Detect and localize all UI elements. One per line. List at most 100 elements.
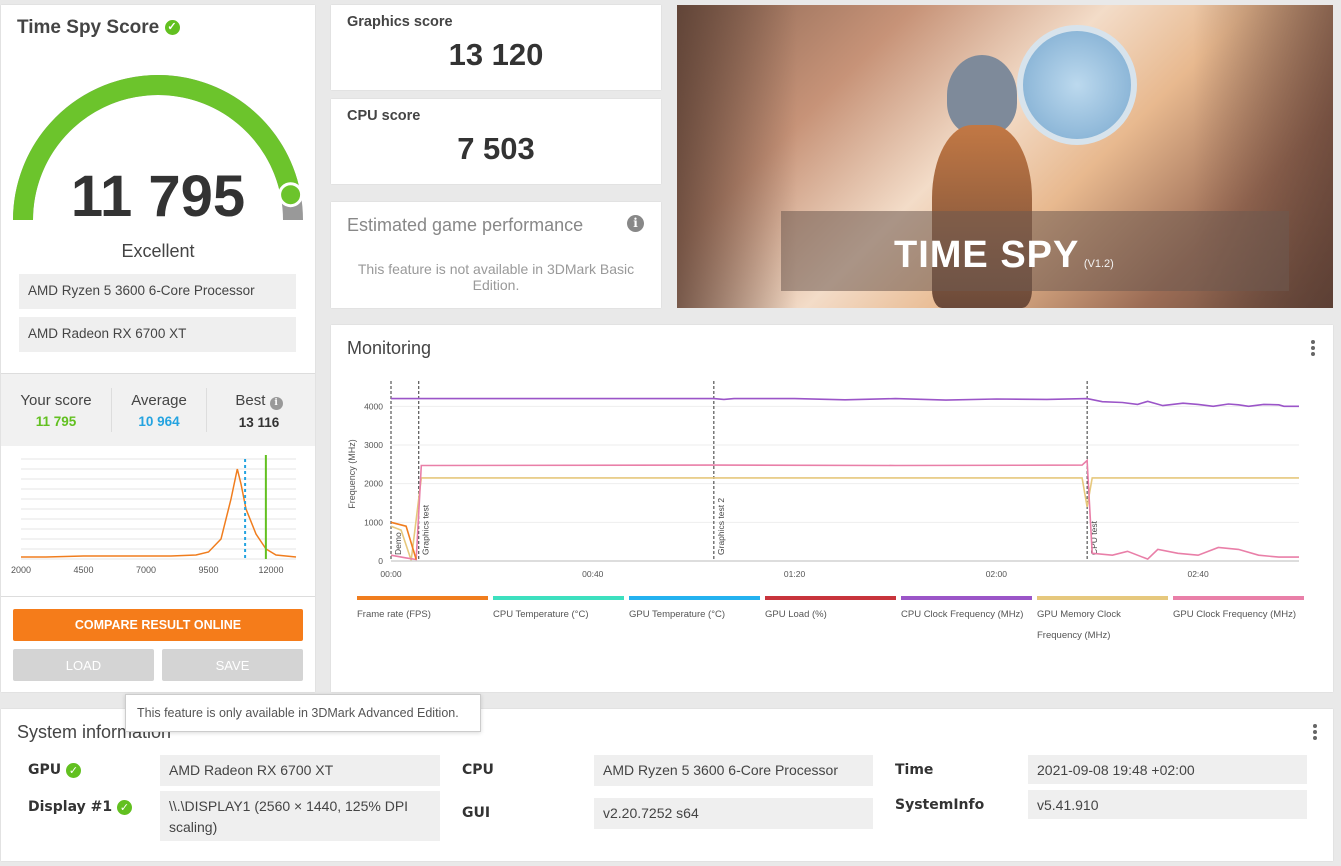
test-marker-label: Graphics test [421,504,431,555]
cpu-score-value: 7 503 [457,131,535,166]
x-tick-label: 2000 [11,565,31,575]
your-score-value: 11 795 [35,414,77,429]
x-tick-label: 02:40 [1187,569,1209,579]
cpu-score-label: CPU score [347,108,421,124]
legend-color-swatch [493,596,624,600]
banner-title-strip [781,211,1289,291]
score-title-text: Time Spy Score [17,17,160,38]
gauge-knob [278,182,304,208]
legend-item[interactable]: CPU Temperature (°C) [493,596,624,625]
legend-label: Frame rate (FPS) [357,609,431,620]
cpu-label: CPU [462,762,494,778]
cpu-score-card: CPU score 7 503 [331,99,661,184]
graphics-score-value: 13 120 [448,37,544,72]
x-tick-label: 4500 [73,565,93,575]
score-gauge [13,75,304,221]
graphics-score-label: Graphics score [347,14,453,30]
cpu-value: AMD Ryzen 5 3600 6-Core Processor [594,755,873,786]
legend-color-swatch [1037,596,1168,600]
more-options-icon[interactable] [1313,724,1317,740]
test-marker-label: CPU test [1089,520,1099,555]
frame-rate-series [390,521,417,560]
gui-value: v2.20.7252 s64 [594,798,873,829]
systeminfo-label: SystemInfo [895,797,985,813]
gauge-fill [13,75,301,221]
distribution-curve [21,468,297,558]
legend-color-swatch [629,596,760,600]
best-score-value: 13 116 [238,415,280,430]
cpu-name-box: AMD Ryzen 5 3600 6-Core Processor [19,274,296,309]
check-icon: ✓ [66,762,81,778]
display-value: \\.\DISPLAY1 (2560 × 1440, 125% DPI scal… [160,791,440,841]
graphics-score-card: Graphics score 13 120 [331,5,661,90]
gui-label: GUI [462,805,491,821]
gpu-value: AMD Radeon RX 6700 XT [160,755,440,786]
time-spy-banner: TIME SPY (V1.2) [677,5,1333,308]
legend-item[interactable]: GPU Temperature (°C) [629,596,760,625]
y-tick-label: 3000 [364,440,383,450]
x-tick-label: 01:20 [784,569,806,579]
banner-title: TIME SPY [894,234,1080,276]
x-tick-label: 7000 [136,565,156,575]
average-score-label: Average [131,392,187,409]
legend-label: GPU Clock Frequency (MHz) [1173,609,1296,620]
legend-label: GPU Temperature (°C) [629,609,726,620]
gpu-name-box: AMD Radeon RX 6700 XT [19,317,296,352]
score-title: Time Spy Score ✓ [17,17,180,39]
monitoring-title: Monitoring [347,338,432,358]
legend-item[interactable]: GPU Clock Frequency (MHz) [1173,596,1304,625]
score-comparison: Your score 11 795 Average 10 964 Best i … [1,373,315,446]
x-tick-label: 00:00 [380,569,402,579]
info-icon[interactable]: i [627,215,644,232]
average-score-value: 10 964 [138,414,180,429]
load-button[interactable]: LOAD [13,649,154,681]
legend-color-swatch [901,596,1032,600]
score-panel: Time Spy Score ✓ 11 795 Excellent AMD Ry… [1,5,315,692]
x-tick-label: 02:00 [986,569,1008,579]
your-score-label: Your score [20,392,92,409]
legend-color-swatch [1173,596,1304,600]
gpu-memory-clock-series [390,477,1299,561]
y-tick-label: 1000 [364,517,383,527]
advanced-edition-tooltip: This feature is only available in 3DMark… [125,694,481,732]
score-value: 11 795 [70,164,246,229]
legend-item[interactable]: GPU Memory Clock Frequency (MHz) [1037,596,1168,646]
score-distribution-chart: 2000 4500 7000 9500 12000 [11,455,297,575]
time-value: 2021-09-08 19:48 +02:00 [1028,755,1307,784]
estimated-title: Estimated game performance [347,215,584,235]
system-information-card: System information GPU ✓ AMD Radeon RX 6… [1,709,1333,861]
more-options-icon[interactable] [1311,340,1315,356]
legend-item[interactable]: CPU Clock Frequency (MHz) [901,596,1032,625]
compare-result-online-button[interactable]: COMPARE RESULT ONLINE [13,609,303,641]
character-figure [947,55,1017,135]
systeminfo-value: v5.41.910 [1028,790,1307,819]
legend-label: GPU Load (%) [765,609,827,620]
banner-version: (V1.2) [1083,258,1114,270]
check-icon: ✓ [164,20,180,36]
estimated-message: This feature is not available in 3DMark … [357,261,635,293]
x-tick-label: 12000 [258,565,283,575]
y-tick-label: 2000 [364,479,383,489]
y-axis-label: Frequency (MHz) [347,439,357,509]
save-button[interactable]: SAVE [162,649,303,681]
legend-label: CPU Temperature (°C) [493,609,589,620]
score-rating: Excellent [121,241,195,261]
y-tick-label: 4000 [364,401,383,411]
gpu-label: GPU [28,762,62,778]
test-marker-label: Demo [393,532,403,555]
legend-item[interactable]: GPU Load (%) [765,596,896,625]
display-label: Display #1 [28,799,113,815]
check-icon: ✓ [116,799,132,815]
x-tick-label: 9500 [198,565,218,575]
cpu-clock-series [391,397,1299,408]
legend-color-swatch [357,596,488,600]
info-icon[interactable]: i [269,397,283,410]
legend-label: CPU Clock Frequency (MHz) [901,609,1024,620]
gpu-clock-series [390,458,1299,561]
x-tick-label: 00:40 [582,569,604,579]
monitoring-chart: 4000 3000 2000 1000 0 Frequency (MHz) 00:00 00:… [347,381,1299,579]
time-label: Time [895,762,934,778]
legend-color-swatch [765,596,896,600]
legend-label: GPU Memory Clock Frequency (MHz) [1037,609,1121,641]
legend-item[interactable]: Frame rate (FPS) [357,596,488,625]
